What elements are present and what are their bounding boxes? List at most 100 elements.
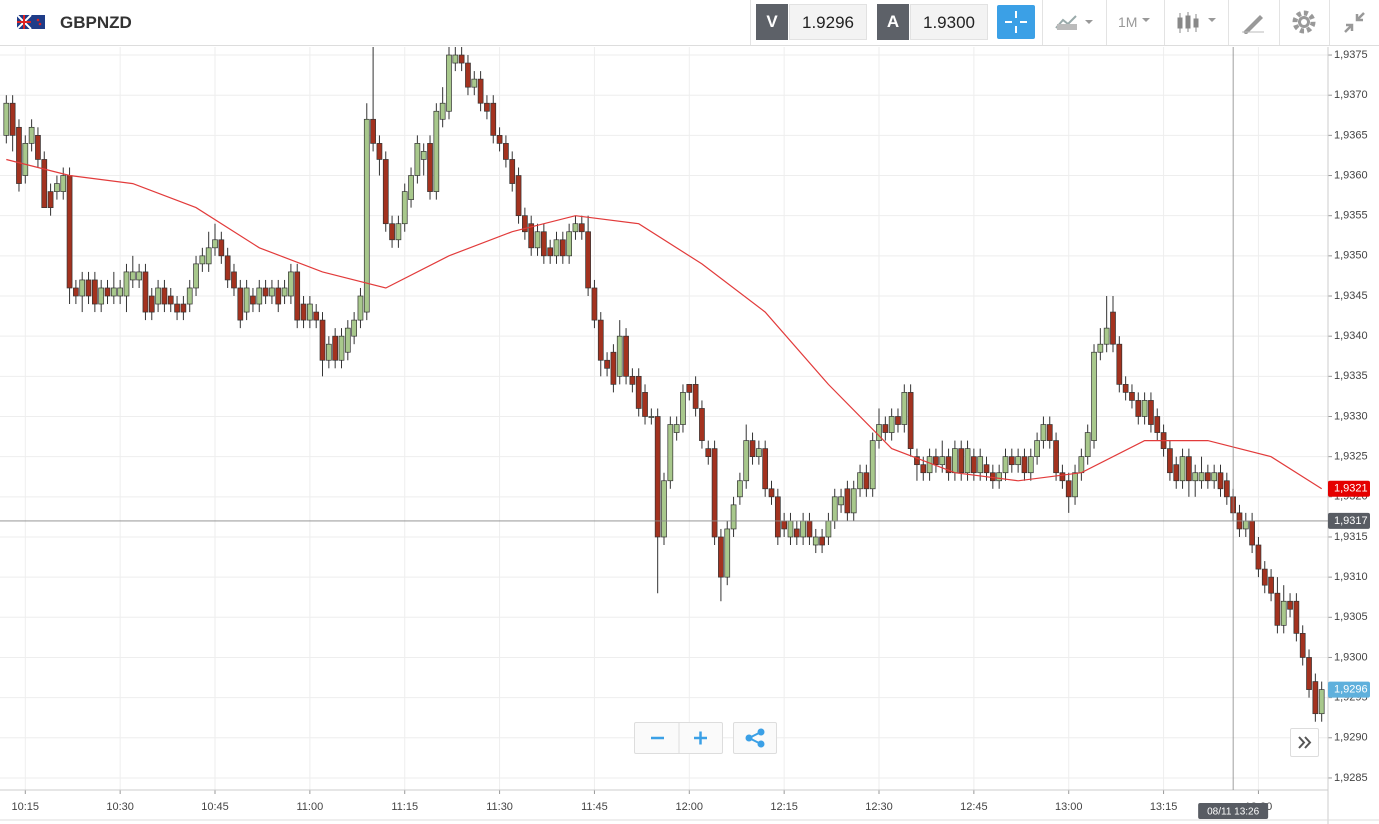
candle-body: [224, 255, 231, 281]
candle-body: [623, 335, 629, 377]
candle-body: [60, 175, 67, 192]
zoom-icons[interactable]: [635, 723, 722, 753]
scroll-end-button[interactable]: [1290, 728, 1319, 757]
collapse-button[interactable]: [1342, 10, 1368, 36]
flag-icon: [17, 15, 45, 29]
candle-body: [1103, 327, 1110, 345]
y-tick-label: 1,9360: [1334, 169, 1368, 181]
candle-body: [66, 175, 73, 289]
candle-body: [958, 448, 965, 474]
y-tick-label: 1,9315: [1334, 531, 1368, 543]
candle-body: [193, 263, 199, 289]
candle-body: [559, 239, 566, 257]
candle-body: [490, 102, 497, 136]
candle-body: [174, 303, 180, 313]
ask-price[interactable]: 1.9300: [910, 4, 988, 40]
timeframe-arrow[interactable]: [1140, 12, 1154, 32]
candle-body: [117, 287, 124, 297]
candle-body: [363, 118, 370, 313]
candle-body: [250, 295, 256, 305]
price-tag: [1328, 480, 1370, 497]
crosshair-button[interactable]: [997, 5, 1035, 39]
y-tick-label: 1,9345: [1334, 290, 1368, 302]
x-tick-label: 12:45: [960, 801, 988, 813]
candle-body: [54, 183, 60, 192]
candle-body: [319, 319, 326, 361]
candle-body: [1299, 633, 1306, 658]
candle-body: [1135, 400, 1142, 417]
candle-body: [1217, 472, 1224, 490]
candle-body: [793, 528, 800, 538]
price-tag-label: 1,9321: [1334, 483, 1368, 495]
candle-body: [370, 118, 376, 144]
candle-body: [73, 287, 79, 297]
candle-body: [1249, 520, 1255, 546]
candle-body: [686, 384, 693, 393]
candle-body: [79, 279, 86, 297]
candle-body: [503, 143, 509, 160]
candle-body: [547, 247, 554, 257]
draw-button[interactable]: [1240, 10, 1266, 34]
chart-type-button[interactable]: [1176, 10, 1220, 36]
candle-body: [566, 231, 572, 257]
candle-body: [882, 424, 889, 433]
candle-body: [597, 319, 604, 361]
candle-body: [1091, 351, 1097, 441]
candle-body: [515, 175, 522, 217]
candle-body: [1223, 480, 1230, 498]
timeframe[interactable]: 1M: [1118, 14, 1138, 30]
candle-body: [446, 54, 452, 112]
candle-body: [819, 536, 825, 546]
moving-average: [6, 158, 1323, 490]
share-button[interactable]: [733, 722, 777, 754]
candle-body: [901, 392, 908, 425]
candle-body: [401, 191, 408, 225]
candle-body: [971, 456, 977, 474]
candle-body: [610, 351, 617, 385]
candle-body: [300, 303, 307, 321]
y-tick-label: 1,9285: [1334, 772, 1368, 784]
candle-body: [604, 359, 610, 369]
candle-body: [1242, 520, 1249, 530]
candle-body: [98, 287, 105, 305]
candle-body: [553, 239, 560, 257]
candle-body: [996, 472, 1003, 482]
ask-label[interactable]: A: [877, 4, 909, 40]
settings-button[interactable]: [1291, 9, 1317, 35]
candle-body: [661, 480, 667, 538]
candle-body: [762, 448, 769, 490]
candle-body: [718, 536, 724, 578]
candle-body: [344, 327, 351, 353]
candle-body: [313, 311, 320, 321]
zoom-controls: [634, 722, 723, 754]
candle-body: [288, 271, 294, 297]
candle-body: [1268, 576, 1274, 594]
candle-body: [907, 392, 914, 449]
candle-body: [522, 215, 528, 233]
candle-body: [218, 239, 225, 257]
candle-body: [825, 520, 832, 538]
toolbar: GBPNZD V 1.9296 A 1.9300 1M: [0, 0, 1379, 46]
candle-body: [1046, 424, 1053, 441]
candle-body: [92, 279, 98, 305]
candle-body: [1110, 311, 1116, 345]
bid-label[interactable]: V: [756, 4, 788, 40]
y-tick-label: 1,9290: [1334, 732, 1368, 744]
candle-body: [1204, 472, 1211, 482]
scroll-icon: [1298, 736, 1312, 749]
candle-body: [294, 271, 301, 321]
y-tick-label: 1,9365: [1334, 129, 1368, 141]
candle-body: [148, 295, 155, 313]
bid-price[interactable]: 1.9296: [789, 4, 867, 40]
candle-body: [389, 223, 395, 241]
candle-body: [1015, 456, 1021, 466]
candle-body: [812, 536, 819, 546]
candle-body: [351, 319, 357, 337]
candle-body: [1078, 456, 1085, 474]
candle-body: [1312, 681, 1319, 715]
y-tick-label: 1,9335: [1334, 370, 1368, 382]
candle-body: [458, 54, 465, 64]
indicators-button[interactable]: [1054, 12, 1098, 32]
candle-body: [673, 424, 680, 433]
candle-body: [1198, 472, 1205, 482]
